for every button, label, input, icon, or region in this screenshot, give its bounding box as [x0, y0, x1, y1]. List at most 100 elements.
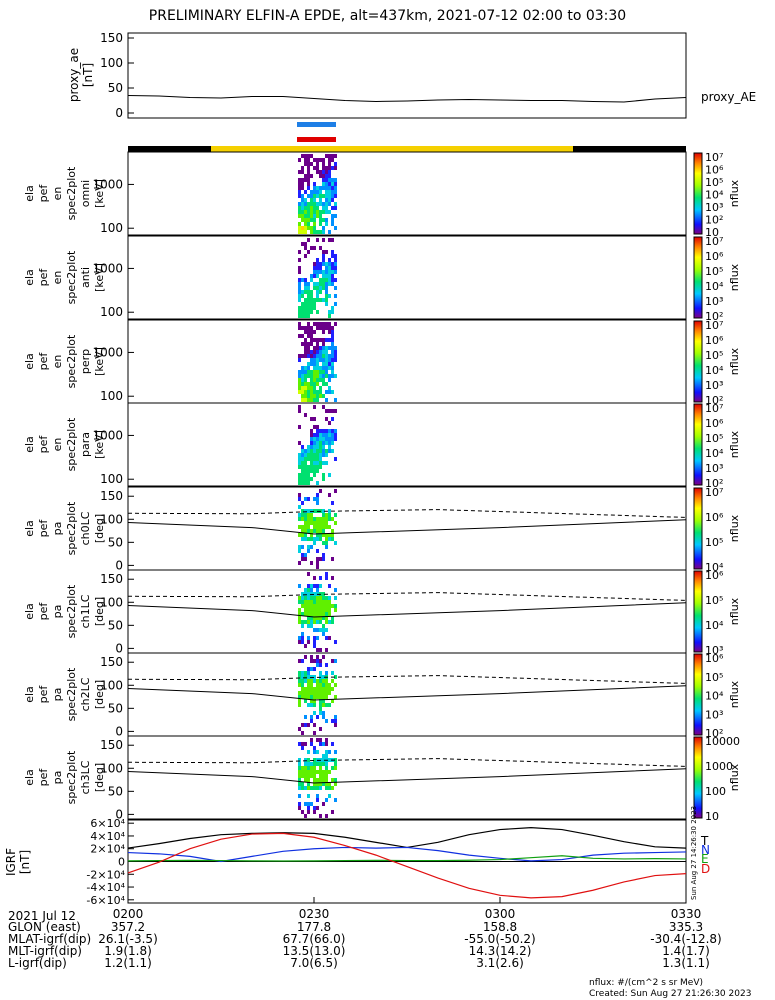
heatmap-cell [325, 278, 328, 282]
heatmap-cell [328, 473, 331, 477]
heatmap-cell [307, 481, 310, 485]
heatmap-cell [301, 226, 304, 230]
heatmap-cell [301, 294, 304, 298]
heatmap-cell [331, 557, 334, 561]
heatmap-cell [328, 620, 331, 624]
heatmap-cell [334, 266, 337, 270]
date-label: 2021 Jul 12 [8, 909, 76, 923]
heatmap-cell [310, 398, 313, 402]
heatmap-cell [304, 786, 307, 790]
panel-anti-ylabel: anti [79, 267, 92, 288]
heatmap-cell [301, 453, 304, 457]
heatmap-cell [322, 596, 325, 600]
heatmap-cell [325, 298, 328, 302]
ephemeris-value: 1.9(1.8) [104, 944, 152, 958]
heatmap-cell [328, 358, 331, 362]
heatmap-cell [298, 457, 301, 461]
heatmap-cell [322, 774, 325, 778]
panel-ch2LC-colorbar-tick: 10² [705, 727, 723, 740]
heatmap-cell [304, 620, 307, 624]
heatmap-cell [304, 290, 307, 294]
heatmap-cell [310, 338, 313, 342]
heatmap-cell [334, 437, 337, 441]
heatmap-cell [307, 350, 310, 354]
heatmap-cell [328, 326, 331, 330]
heatmap-cell [301, 679, 304, 683]
heatmap-cell [322, 286, 325, 290]
heatmap-cell [307, 774, 310, 778]
heatmap-cell [319, 262, 322, 266]
heatmap-cell [325, 687, 328, 691]
heatmap-cell [322, 358, 325, 362]
heatmap-cell [307, 596, 310, 600]
series-bfield-N [127, 846, 687, 863]
heatmap-cell [331, 182, 334, 186]
heatmap-cell [331, 433, 334, 437]
heatmap-cell [325, 695, 328, 699]
panel-ch0LC-colorbar-tick: 10⁷ [705, 486, 723, 499]
heatmap-cell [331, 306, 334, 310]
heatmap-cell [298, 493, 301, 497]
heatmap-cell [316, 778, 319, 782]
heatmap-cell [298, 695, 301, 699]
heatmap-cell [301, 202, 304, 206]
panel-ch0LC-losscone-dashed [127, 509, 687, 518]
heatmap-cell [322, 513, 325, 517]
heatmap-cell [319, 465, 322, 469]
heatmap-cell [316, 750, 319, 754]
heatmap-cell [316, 194, 319, 198]
heatmap-cell [301, 636, 304, 640]
heatmap-cell [316, 549, 319, 553]
heatmap-cell [310, 206, 313, 210]
heatmap-cell [316, 604, 319, 608]
heatmap-cell [298, 525, 301, 529]
heatmap-cell [316, 162, 319, 166]
heatmap-cell [310, 190, 313, 194]
heatmap-cell [307, 194, 310, 198]
heatmap-cell [319, 282, 322, 286]
heatmap-cell [313, 374, 316, 378]
heatmap-cell [331, 254, 334, 258]
heatmap-cell [310, 334, 313, 338]
heatmap-cell [319, 461, 322, 465]
ephemeris-value: -55.0(-50.2) [464, 932, 536, 946]
panel-omni-ylabel: ela [23, 185, 36, 202]
heatmap-cell [310, 659, 313, 663]
panel-ch3LC-colorbar-tick: 10000 [705, 735, 740, 748]
panel-perp-colorbar-tick: 10³ [705, 379, 723, 392]
heatmap-cell [331, 274, 334, 278]
ylabel-bfield: IGRF [4, 848, 18, 876]
heatmap-cell [301, 390, 304, 394]
heatmap-cell [301, 314, 304, 318]
panel-para-ylabel: spec2plot [65, 417, 78, 471]
heatmap-cell [310, 278, 313, 282]
heatmap-cell [334, 358, 337, 362]
heatmap-cell [307, 334, 310, 338]
orbit-bar-red [297, 137, 336, 142]
heatmap-cell [316, 378, 319, 382]
heatmap-cell [334, 715, 337, 719]
heatmap-cell [334, 758, 337, 762]
heatmap-cell [301, 178, 304, 182]
heatmap-cell [307, 302, 310, 306]
heatmap-cell [334, 588, 337, 592]
heatmap-cell [301, 691, 304, 695]
heatmap-cell [316, 290, 319, 294]
panel-para-colorbar-tick: 10² [705, 477, 723, 490]
heatmap-cell [334, 302, 337, 306]
heatmap-cell [319, 230, 322, 234]
heatmap-cell [301, 210, 304, 214]
heatmap-cell [328, 437, 331, 441]
panel-ch0LC-colorbar-tick: 10⁴ [705, 561, 724, 574]
heatmap-cell [322, 521, 325, 525]
heatmap-cell [319, 786, 322, 790]
heatmap-cell [307, 636, 310, 640]
heatmap-cell [319, 576, 322, 580]
heatmap-cell [328, 782, 331, 786]
heatmap-cell [307, 600, 310, 604]
heatmap-cell [310, 624, 313, 628]
heatmap-cell [313, 222, 316, 226]
panel-omni-ylabel: en [51, 187, 64, 201]
heatmap-cell [310, 394, 313, 398]
heatmap-cell [319, 707, 322, 711]
